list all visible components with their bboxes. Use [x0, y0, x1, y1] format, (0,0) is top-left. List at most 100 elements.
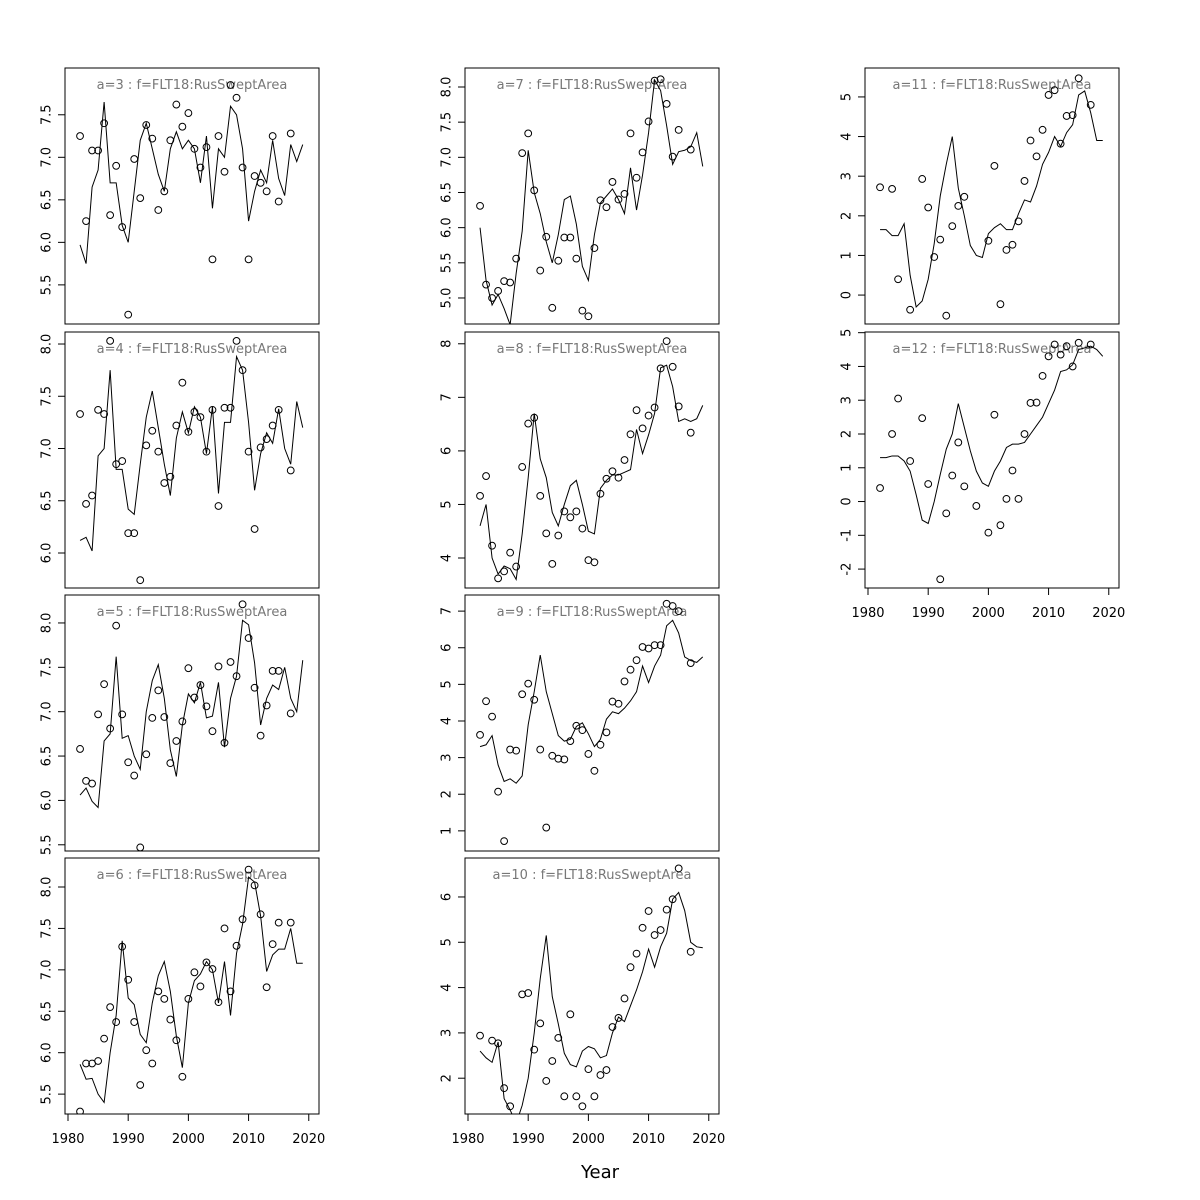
y-tick-label: 8.0: [40, 334, 55, 355]
x-tick-label: 2010: [232, 1132, 265, 1147]
y-tick-label: 1: [440, 827, 455, 835]
observed-point: [118, 942, 127, 951]
y-tick-label: 6: [440, 644, 455, 652]
observed-point: [918, 175, 927, 183]
observed-point: [1038, 372, 1047, 380]
y-tick-label: 7.5: [440, 112, 455, 133]
observed-point: [106, 336, 115, 345]
observed-point: [614, 195, 623, 204]
plot-area: [76, 81, 304, 319]
observed-point: [130, 529, 139, 538]
y-tick-label: 6: [440, 447, 455, 455]
observed-point: [274, 918, 283, 927]
observed-point: [494, 574, 503, 583]
observed-point: [142, 121, 151, 129]
observed-point: [184, 427, 193, 436]
observed-point: [578, 1102, 587, 1111]
observed-point: [620, 456, 629, 464]
observed-point: [1086, 340, 1095, 349]
observed-point: [638, 923, 647, 932]
observed-point: [190, 408, 199, 416]
observed-point: [488, 294, 496, 302]
y-tick-label: 7: [440, 393, 455, 401]
observed-point: [184, 109, 193, 117]
observed-point: [524, 679, 533, 688]
observed-point: [244, 447, 253, 456]
observed-point: [178, 122, 187, 131]
observed-point: [584, 750, 593, 758]
y-tick-label: 4: [840, 132, 855, 140]
observed-point: [244, 255, 253, 264]
fitted-line: [79, 354, 304, 552]
observed-point: [620, 677, 629, 686]
plot-area: [876, 338, 1104, 584]
observed-point: [530, 1045, 539, 1054]
observed-point: [596, 196, 605, 205]
observed-point: [506, 278, 515, 287]
observed-point: [530, 186, 539, 195]
observed-point: [76, 410, 84, 418]
y-tick-label: 5: [440, 938, 455, 946]
observed-point: [136, 194, 145, 203]
observed-point: [656, 641, 665, 650]
observed-point: [542, 823, 551, 832]
observed-point: [590, 766, 599, 775]
observed-point: [1074, 338, 1083, 347]
y-tick-label: 2: [440, 790, 455, 798]
observed-point: [596, 740, 605, 749]
observed-point: [190, 968, 199, 977]
observed-point: [232, 941, 241, 950]
observed-point: [130, 155, 139, 163]
observed-point: [238, 163, 247, 172]
y-tick-label: 0: [840, 497, 855, 505]
observed-point: [518, 690, 527, 699]
observed-point: [250, 172, 259, 180]
observed-point: [238, 366, 247, 375]
observed-point: [584, 1065, 593, 1074]
observed-point: [524, 129, 533, 138]
y-tick-label: 5: [440, 500, 455, 508]
observed-point: [112, 621, 121, 630]
observed-point: [894, 394, 903, 403]
observed-point: [202, 702, 211, 711]
observed-point: [674, 402, 683, 411]
plot-area: [76, 600, 304, 851]
observed-point: [238, 915, 247, 924]
observed-point: [124, 529, 133, 538]
observed-point: [124, 310, 133, 319]
observed-point: [1026, 136, 1035, 145]
observed-point: [274, 666, 283, 675]
observed-point: [94, 710, 103, 719]
observed-point: [644, 644, 653, 653]
observed-point: [262, 435, 271, 444]
observed-point: [286, 129, 295, 138]
observed-point: [118, 457, 127, 465]
observed-point: [160, 713, 169, 721]
observed-point: [154, 447, 163, 456]
observed-point: [1002, 494, 1011, 503]
panel-title: a=11 : f=FLT18:RusSweptArea: [893, 78, 1092, 93]
observed-point: [124, 758, 133, 767]
observed-point: [644, 117, 653, 126]
observed-point: [1056, 350, 1065, 359]
y-tick-label: 7.0: [40, 438, 55, 459]
y-tick-label: 4: [840, 362, 855, 370]
observed-point: [650, 76, 659, 85]
observed-point: [512, 562, 521, 571]
observed-point: [208, 405, 217, 414]
y-tick-label: 5.5: [40, 275, 55, 296]
observed-point: [506, 548, 515, 557]
observed-point: [572, 1092, 581, 1101]
observed-point: [984, 528, 993, 537]
observed-point: [960, 192, 969, 201]
observed-point: [656, 364, 665, 373]
observed-point: [76, 1107, 84, 1114]
observed-point: [1044, 91, 1053, 99]
observed-point: [160, 187, 169, 196]
y-tick-label: 6.5: [40, 189, 55, 210]
observed-point: [662, 99, 671, 108]
observed-point: [662, 337, 671, 346]
observed-point: [160, 479, 169, 487]
observed-point: [614, 699, 623, 708]
observed-point: [274, 405, 283, 414]
